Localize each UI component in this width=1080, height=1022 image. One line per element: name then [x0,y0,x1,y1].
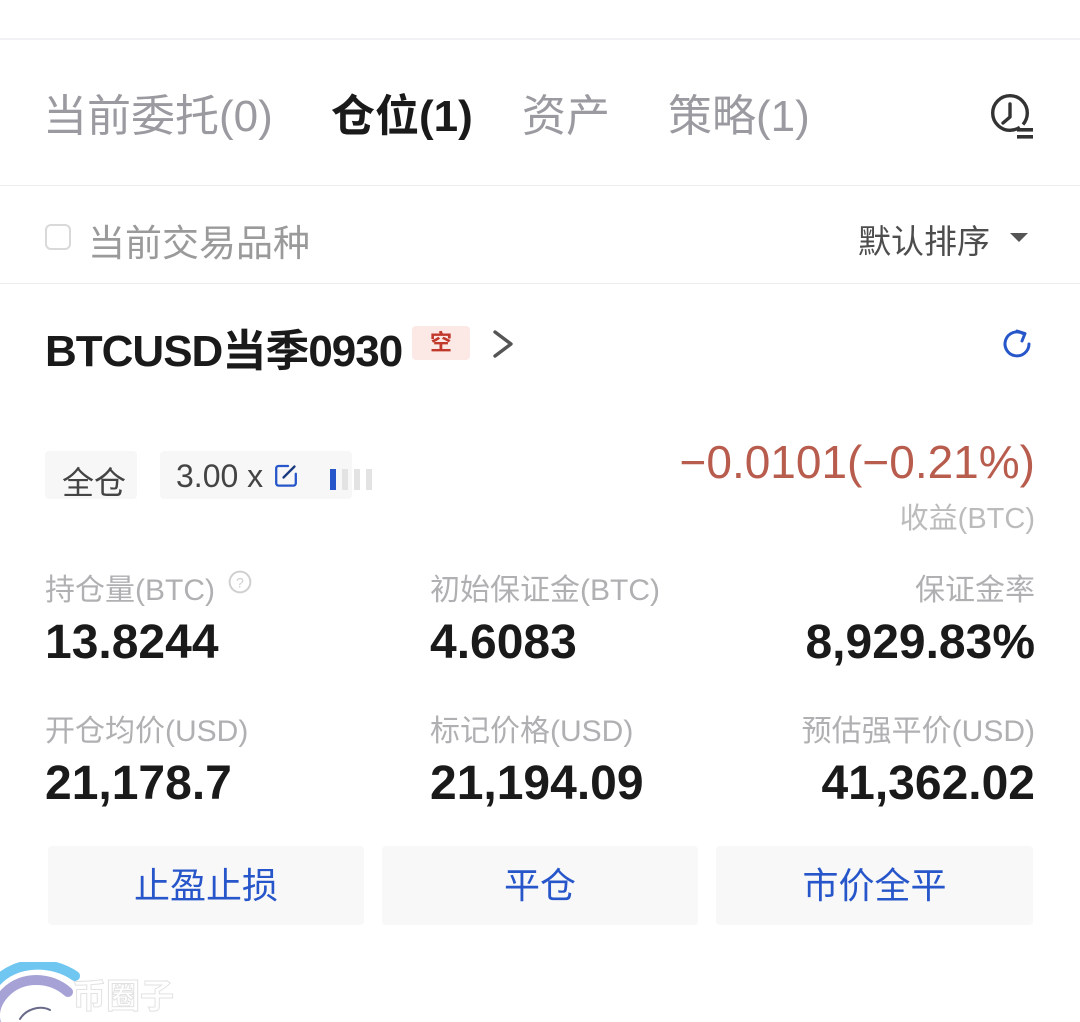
svg-text:币圈子: 币圈子 [72,970,174,1018]
